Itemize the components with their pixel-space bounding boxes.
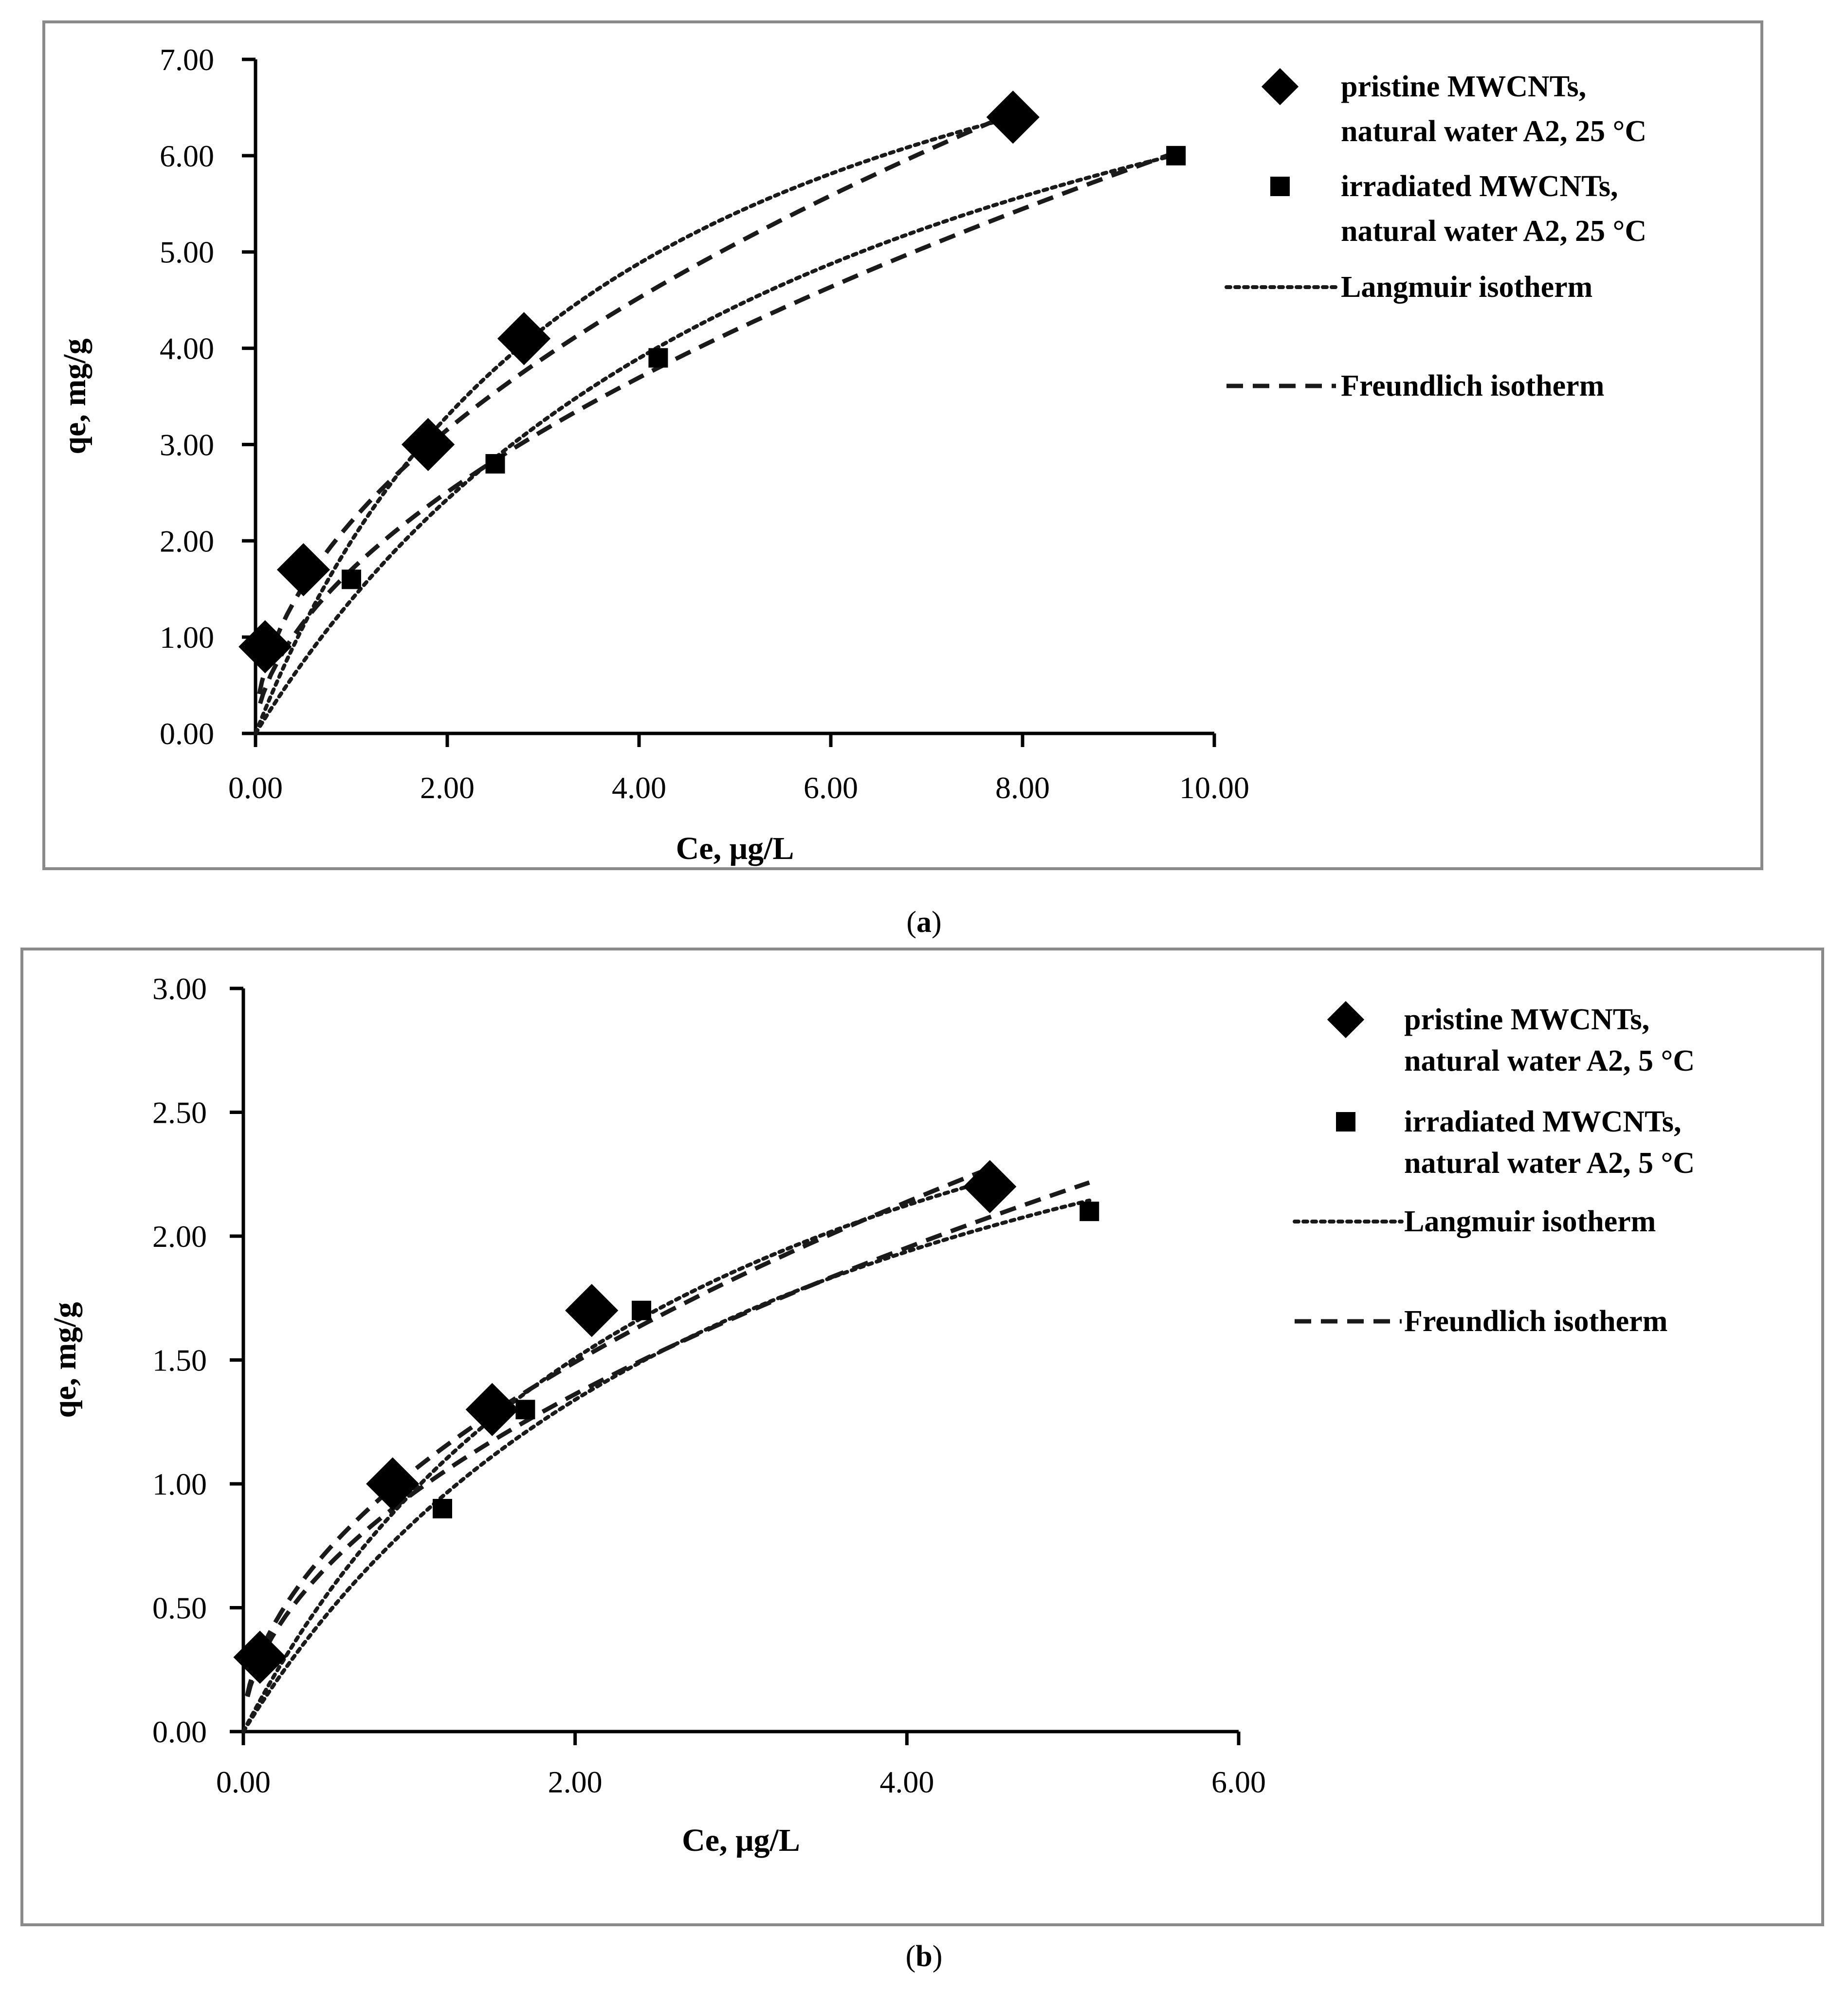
chart-b-data-point-diamond	[465, 1383, 519, 1436]
chart-a-x-tick-label: 6.00	[804, 770, 858, 805]
chart-a-data-point-square	[485, 454, 505, 474]
chart-a-legend-label: Freundlich isotherm	[1341, 369, 1604, 402]
chart-a-data-point-diamond	[497, 312, 551, 365]
chart-b-y-axis-label: qe, mg/g	[47, 1302, 83, 1418]
caption-b: (b)	[905, 1940, 943, 1973]
chart-a-svg: 0.00 1.00 2.00 3.00 4.00 5.00 6.00 7.00 0.00 2.00…	[42, 20, 1763, 870]
chart-b-y-tick-label: 2.00	[152, 1219, 207, 1254]
chart-b-legend-label: natural water A2, 5 °C	[1404, 1044, 1695, 1077]
chart-b-data-point-diamond	[565, 1284, 619, 1337]
chart-a-y-tick-label: 6.00	[160, 139, 214, 173]
caption-b-letter: b	[915, 1940, 933, 1973]
chart-a-freundlich-curve-2	[258, 150, 1177, 704]
chart-a-frame	[42, 20, 1763, 870]
chart-a-x-tick-label: 10.00	[1179, 770, 1249, 805]
chart-b-y-tick-label: 1.50	[152, 1343, 207, 1378]
chart-b-legend-label: irradiated MWCNTs,	[1404, 1105, 1681, 1138]
chart-a-legend-marker-square	[1270, 177, 1290, 196]
chart-a-legend-label: natural water A2, 25 °C	[1341, 115, 1647, 148]
chart-b-x-tick-label: 4.00	[879, 1765, 934, 1799]
chart-a-data-point-square	[1166, 146, 1186, 165]
chart-b-y-tick-label: 0.00	[152, 1715, 207, 1749]
chart-b-data-point-square	[632, 1300, 651, 1320]
chart-a-langmuir-curve-2	[254, 153, 1178, 735]
chart-b-data-point-square	[1080, 1202, 1099, 1222]
chart-a-freundlich-curve-1	[257, 110, 1014, 694]
chart-panel-a: 0.00 1.00 2.00 3.00 4.00 5.00 6.00 7.00 0.00 2.00…	[0, 0, 1848, 905]
chart-a-data-point-square	[342, 569, 361, 589]
chart-a-legend-label: pristine MWCNTs,	[1341, 70, 1586, 103]
chart-b-y-tick-label: 1.00	[152, 1467, 207, 1501]
chart-b-data-point-diamond	[963, 1160, 1017, 1213]
chart-a-y-tick-label: 3.00	[160, 427, 214, 462]
chart-b-x-tick-label: 6.00	[1211, 1765, 1266, 1799]
caption-a: (a)	[906, 906, 942, 939]
chart-a-legend-marker-diamond	[1261, 68, 1299, 106]
chart-b-data-point-square	[250, 1647, 270, 1667]
chart-a-x-axis-label: Ce, μg/L	[676, 831, 794, 866]
chart-b-legend-marker-square	[1336, 1112, 1355, 1132]
chart-a-x-tick-label: 8.00	[995, 770, 1050, 805]
chart-b-legend-label: pristine MWCNTs,	[1404, 1003, 1649, 1036]
chart-a-data-point-diamond	[986, 91, 1040, 144]
chart-b-data-point-square	[515, 1400, 535, 1420]
chart-b-y-tick-label: 3.00	[152, 971, 207, 1006]
chart-a-legend-label: Langmuir isotherm	[1341, 271, 1592, 304]
chart-a-legend-label: natural water A2, 25 °C	[1341, 215, 1647, 248]
chart-a-data-point-diamond	[276, 543, 330, 597]
chart-b-freundlich-curve-2	[245, 1180, 1090, 1698]
chart-b-x-tick-label: 2.00	[548, 1765, 603, 1799]
chart-a-y-tick-label: 7.00	[160, 42, 214, 77]
chart-b-legend-marker-diamond	[1327, 1001, 1365, 1039]
chart-a-data-point-diamond	[401, 418, 455, 472]
chart-b-y-tick-label: 0.50	[152, 1591, 207, 1625]
chart-panel-b: 0.00 0.50 1.00 1.50 2.00 2.50 3.00 0.00 2.00 4.00…	[0, 947, 1848, 1935]
chart-a-y-tick-label: 5.00	[160, 235, 214, 270]
chart-a-y-axis-label: qe, mg/g	[57, 338, 92, 454]
caption-a-letter: a	[916, 906, 932, 939]
chart-b-data-point-square	[433, 1498, 452, 1518]
chart-a-data-point-diamond	[238, 620, 292, 674]
chart-a-y-tick-label: 2.00	[160, 524, 214, 558]
chart-b-legend-label: Freundlich isotherm	[1404, 1305, 1667, 1338]
chart-a-x-tick-label: 0.00	[228, 770, 283, 805]
chart-b-svg: 0.00 0.50 1.00 1.50 2.00 2.50 3.00 0.00 2.00 4.00…	[20, 948, 1824, 1926]
chart-a-data-point-square	[648, 348, 668, 368]
chart-b-frame	[20, 948, 1824, 1926]
chart-a-langmuir-curve-1	[254, 115, 1015, 735]
chart-a-y-tick-label: 0.00	[160, 716, 214, 751]
chart-b-x-tick-label: 0.00	[216, 1765, 271, 1799]
chart-b-legend-label: Langmuir isotherm	[1404, 1205, 1656, 1238]
chart-b-legend-label: natural water A2, 5 °C	[1404, 1147, 1695, 1180]
chart-b-x-axis-label: Ce, μg/L	[682, 1823, 800, 1858]
chart-b-langmuir-curve-2	[241, 1198, 1092, 1734]
chart-a-y-tick-label: 1.00	[160, 620, 214, 655]
chart-a-x-tick-label: 4.00	[612, 770, 666, 805]
chart-b-freundlich-curve-1	[245, 1166, 991, 1697]
chart-a-legend-label: irradiated MWCNTs,	[1341, 170, 1618, 203]
chart-a-x-tick-label: 2.00	[420, 770, 475, 805]
chart-b-data-point-diamond	[366, 1457, 420, 1511]
chart-a-y-tick-label: 4.00	[160, 331, 214, 366]
chart-b-y-tick-label: 2.50	[152, 1095, 207, 1130]
